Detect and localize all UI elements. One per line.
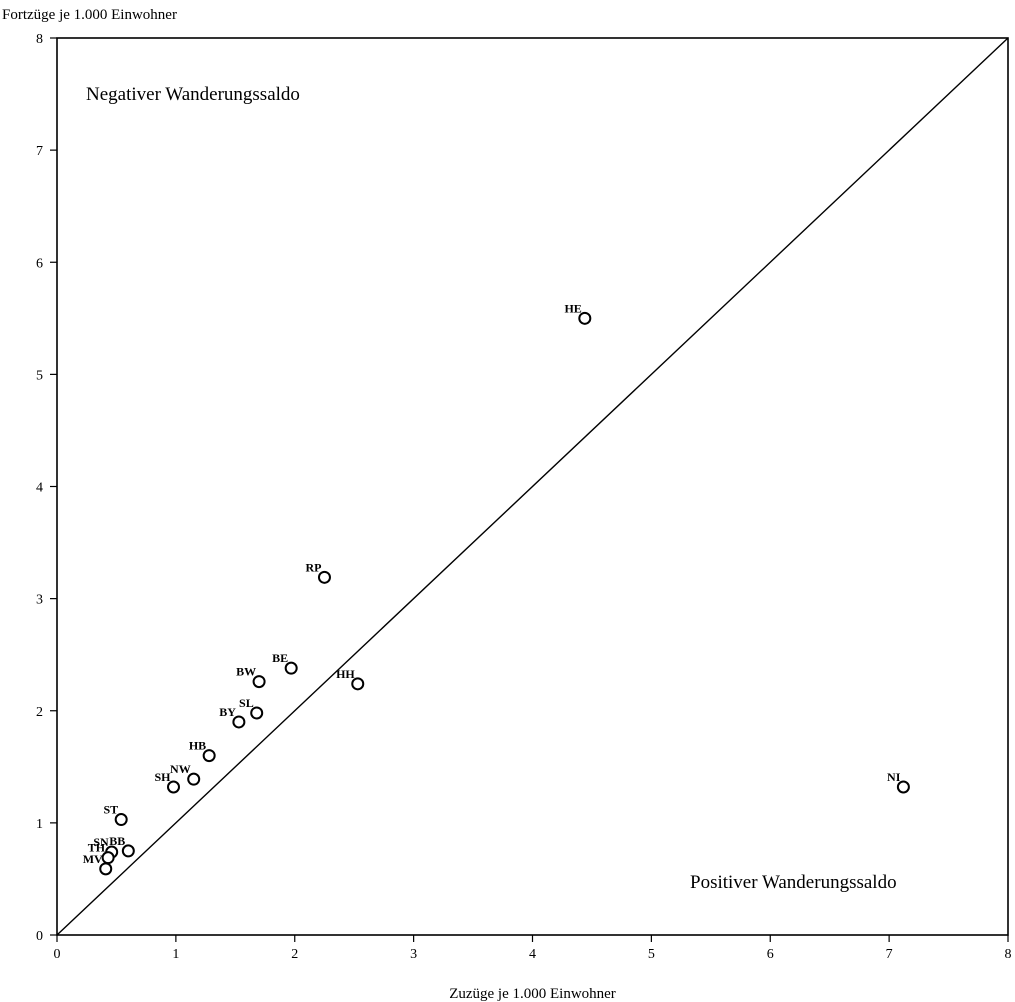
data-point	[284, 661, 298, 675]
y-tick-label: 1	[36, 817, 43, 832]
data-point	[232, 715, 246, 729]
data-point-label: NI	[887, 770, 901, 784]
y-tick-label: 8	[36, 32, 43, 47]
data-point	[187, 772, 201, 786]
y-tick-label: 0	[36, 929, 43, 944]
data-point-label: HB	[189, 739, 206, 753]
data-point-label: ST	[104, 803, 119, 817]
data-point	[351, 677, 365, 691]
y-tick-label: 7	[36, 144, 43, 159]
y-tick-label: 5	[36, 368, 43, 383]
x-tick-label: 2	[291, 947, 298, 962]
data-point	[114, 813, 128, 827]
x-tick-label: 7	[886, 947, 893, 962]
data-point	[317, 570, 331, 584]
data-point-label: NW	[170, 762, 191, 776]
x-axis-title: Zuzüge je 1.000 Einwohner	[449, 986, 616, 1002]
y-tick-label: 6	[36, 256, 43, 271]
data-point-label: TH	[88, 841, 106, 855]
data-point	[250, 706, 264, 720]
data-point-label: BE	[272, 651, 288, 665]
data-point-label: SN	[93, 835, 109, 849]
y-tick-label: 2	[36, 705, 43, 720]
x-tick-label: 3	[410, 947, 417, 962]
data-point	[121, 844, 135, 858]
x-tick-label: 8	[1005, 947, 1012, 962]
data-point-label: BB	[109, 834, 125, 848]
axes: 0 1 2 3 4 5 6 7 8 0 1 2 3 4 5 6 7 8	[36, 32, 1012, 962]
data-point-label: BW	[236, 665, 256, 679]
data-point-label: BY	[219, 705, 236, 719]
y-tick-label: 3	[36, 593, 43, 608]
data-point-label: RP	[305, 560, 321, 574]
x-tick-label: 5	[648, 947, 655, 962]
diagonal-line	[56, 37, 1009, 936]
y-tick-label: 4	[36, 481, 43, 496]
data-point	[252, 675, 266, 689]
data-point-label: MV	[83, 852, 103, 866]
data-point	[896, 780, 910, 794]
x-tick-label: 6	[767, 947, 774, 962]
data-point	[202, 749, 216, 763]
annotation-positive-saldo: Positiver Wanderungssaldo	[690, 872, 897, 893]
x-tick-label: 1	[172, 947, 179, 962]
data-point-label: HE	[564, 301, 581, 315]
x-tick-label: 0	[54, 947, 61, 962]
data-point-label: HH	[336, 667, 355, 681]
data-point	[578, 311, 592, 325]
data-point	[166, 780, 180, 794]
data-point-label: SH	[154, 770, 171, 784]
annotation-negative-saldo: Negativer Wanderungssaldo	[86, 84, 300, 105]
data-point-label: SL	[239, 696, 254, 710]
y-axis-title: Fortzüge je 1.000 Einwohner	[2, 7, 177, 23]
data-point	[99, 862, 113, 876]
x-tick-label: 4	[529, 947, 536, 962]
